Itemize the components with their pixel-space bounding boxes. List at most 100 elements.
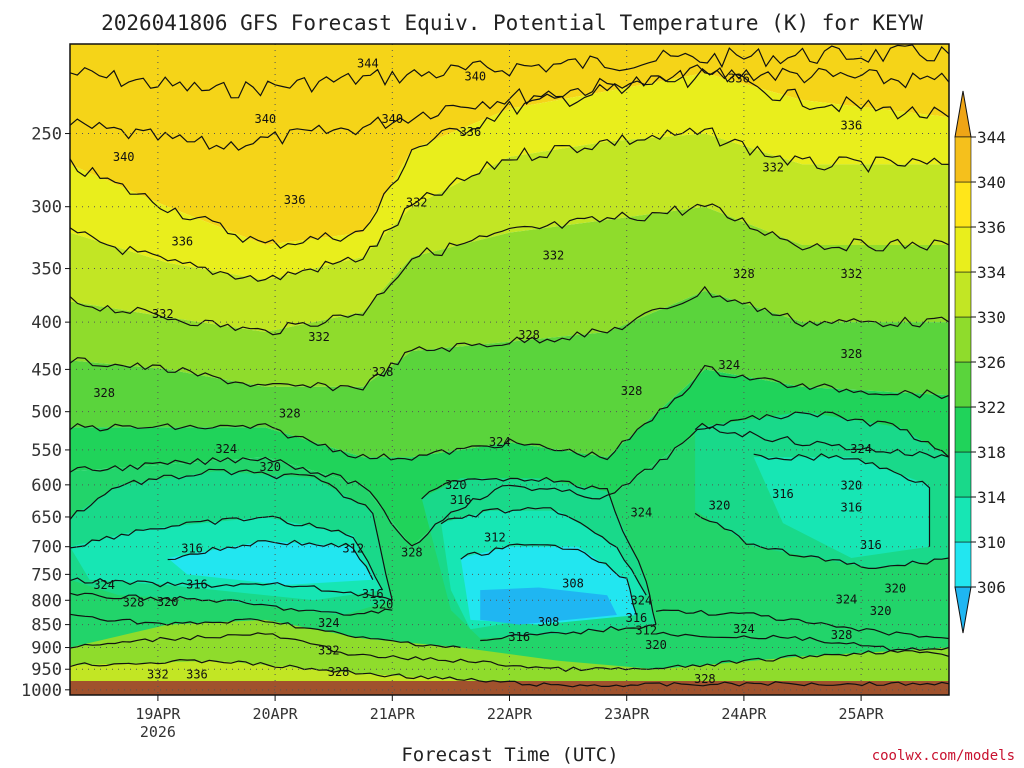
contour-line <box>70 632 949 672</box>
contour-label: 328 <box>372 365 394 379</box>
contour-label: 324 <box>836 592 858 606</box>
colorbar-swatch <box>954 496 972 543</box>
colorbar-label: 344 <box>977 128 1006 147</box>
contour-label: 336 <box>460 125 482 139</box>
contour-label: 316 <box>840 501 862 515</box>
contour-label: 320 <box>645 638 667 652</box>
colorbar-swatch <box>954 451 972 498</box>
contour-label: 340 <box>113 150 135 164</box>
colorbar-label: 310 <box>977 533 1006 552</box>
y-tick-label: 550 <box>31 441 62 461</box>
contour-label: 316 <box>508 630 530 644</box>
colorbar-swatch <box>954 361 972 408</box>
contour-label: 336 <box>840 118 862 132</box>
contour-label: 328 <box>831 628 853 642</box>
colorbar-bottom-arrow <box>954 586 972 634</box>
grid-lines <box>70 44 949 695</box>
contour-label: 328 <box>328 665 350 679</box>
contour-line <box>655 609 949 640</box>
y-tick-label: 250 <box>31 125 62 145</box>
contour-band <box>753 457 930 558</box>
contour-label: 324 <box>850 442 872 456</box>
colorbar-swatch <box>954 406 972 453</box>
contour-label: 340 <box>254 112 276 126</box>
contour-band <box>167 540 373 585</box>
contour-line <box>167 539 374 580</box>
colorbar-swatch <box>954 226 972 273</box>
x-tick-label: 24APR <box>721 705 767 723</box>
y-tick-label: 700 <box>31 538 62 558</box>
contour-label: 340 <box>464 70 486 84</box>
colorbar-label: 334 <box>977 263 1006 282</box>
contour-label: 332 <box>147 667 169 681</box>
contour-label: 328 <box>93 386 115 400</box>
contour-label: 336 <box>284 193 306 207</box>
colorbar-label: 322 <box>977 398 1006 417</box>
contour-label: 336 <box>171 234 193 248</box>
contour-label: 332 <box>406 196 428 210</box>
contour-label: 328 <box>401 545 423 559</box>
y-tick-label: 850 <box>31 616 62 636</box>
contour-label: 332 <box>543 249 565 263</box>
contour-label: 328 <box>279 406 301 420</box>
colorbar-label: 336 <box>977 218 1006 237</box>
contour-label: 328 <box>518 328 540 342</box>
contour-label: 332 <box>318 644 340 658</box>
colorbar-top-arrow <box>954 90 972 138</box>
contour-line <box>70 613 461 649</box>
contour-label: 320 <box>840 479 862 493</box>
contour-label: 324 <box>93 578 115 592</box>
y-tick-label: 300 <box>31 198 62 218</box>
contour-label: 328 <box>694 672 716 686</box>
contour-label: 344 <box>357 57 379 71</box>
contour-line <box>70 515 384 591</box>
contour-line <box>70 203 949 336</box>
contour-label: 320 <box>259 460 281 474</box>
contour-line <box>655 631 949 657</box>
chart-title: 2026041806 GFS Forecast Equiv. Potential… <box>101 11 923 35</box>
y-tick-label: 750 <box>31 565 62 585</box>
contour-label: 312 <box>635 624 657 638</box>
y-axis: 250 300 350 400 450 500 550 600 650 700 750 800 850 9… <box>21 125 70 701</box>
colorbar-label: 306 <box>977 578 1006 597</box>
contour-label: 308 <box>562 576 584 590</box>
y-tick-label: 450 <box>31 360 62 380</box>
contour-label: 324 <box>318 616 340 630</box>
contour-label: 328 <box>840 347 862 361</box>
contour-label: 316 <box>181 541 203 555</box>
y-tick-label: 600 <box>31 476 62 496</box>
contour-label: 320 <box>870 604 892 618</box>
contour-label: 324 <box>718 358 740 372</box>
contour-lines <box>70 44 949 688</box>
colorbar-label: 340 <box>977 173 1006 192</box>
y-tick-label: 400 <box>31 313 62 333</box>
x-tick-label: 21APR <box>370 705 416 723</box>
contour-label: 316 <box>450 493 472 507</box>
contour-line <box>70 592 393 616</box>
contour-label: 320 <box>709 499 731 513</box>
contour-label: 320 <box>884 582 906 596</box>
x-tick-label: 22APR <box>487 705 533 723</box>
contour-label: 316 <box>860 538 882 552</box>
contour-line <box>70 468 393 601</box>
colorbar-swatch <box>954 316 972 363</box>
colorbar-swatch <box>954 181 972 228</box>
y-tick-label: 500 <box>31 403 62 423</box>
colorbar-label: 318 <box>977 443 1006 462</box>
contour-label: 332 <box>152 307 174 321</box>
contour-line <box>421 476 657 625</box>
contour-label: 332 <box>308 330 330 344</box>
plot-area: 344 340 336 340 340 336 340 336 332 336 332 336 332 3… <box>70 44 949 695</box>
contour-line <box>70 658 949 688</box>
contour-line <box>70 285 949 392</box>
contour-label: 324 <box>631 593 653 607</box>
contour-line <box>70 426 949 547</box>
contour-label: 336 <box>186 667 208 681</box>
x-tick-label: 25APR <box>839 705 885 723</box>
y-tick-label: 800 <box>31 591 62 611</box>
y-tick-label: 350 <box>31 260 62 280</box>
contour-line <box>70 127 949 282</box>
colorbar-label: 330 <box>977 308 1006 327</box>
contour-label: 332 <box>762 160 784 174</box>
